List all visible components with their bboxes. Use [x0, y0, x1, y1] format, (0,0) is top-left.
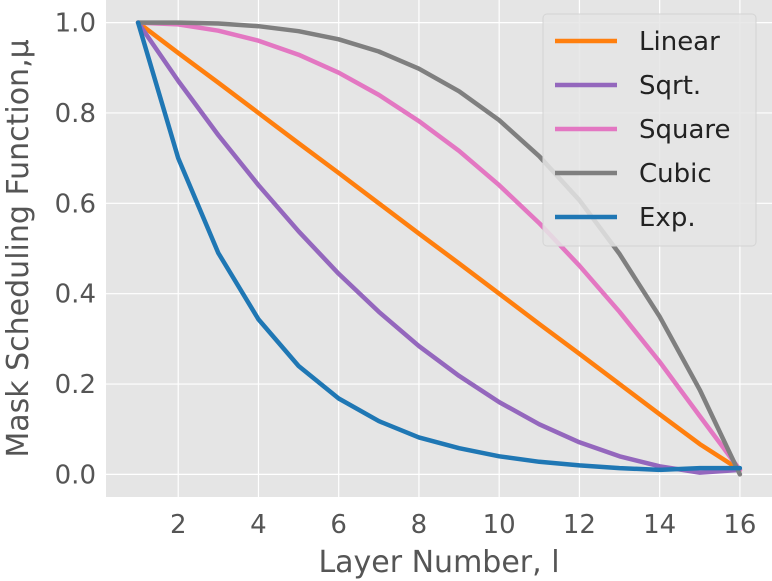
- y-tick-label: 0.4: [55, 280, 96, 310]
- legend-label: Exp.: [639, 203, 696, 233]
- x-tick-label: 2: [170, 510, 187, 540]
- x-tick-label: 6: [330, 510, 347, 540]
- legend-label: Sqrt.: [639, 71, 701, 101]
- series-line-exp: [135, 20, 743, 473]
- x-tick-label: 10: [483, 510, 516, 540]
- legend-label: Square: [639, 115, 731, 145]
- series-line-square: [135, 20, 743, 473]
- x-tick-label: 16: [723, 510, 756, 540]
- series-line-linear: [135, 20, 743, 473]
- legend-box: [542, 13, 757, 247]
- y-tick-label: 0.8: [55, 99, 96, 129]
- y-tick-label: 0.0: [55, 460, 96, 490]
- x-tick-label: 8: [411, 510, 428, 540]
- legend-label: Linear: [639, 27, 720, 57]
- x-tick-label: 14: [643, 510, 676, 540]
- x-tick-label: 4: [250, 510, 267, 540]
- legend-label: Cubic: [639, 159, 712, 189]
- x-tick-label: 12: [563, 510, 596, 540]
- x-axis-label: Layer Number, l: [318, 545, 559, 580]
- series-line-sqrt: [135, 20, 743, 475]
- series-line-cubic: [135, 20, 743, 477]
- series-lines: [135, 20, 743, 477]
- y-axis-label: Mask Scheduling Function,μ: [1, 39, 36, 457]
- y-tick-label: 0.6: [55, 189, 96, 219]
- y-tick-label: 0.2: [55, 370, 96, 400]
- y-tick-label: 1.0: [55, 9, 96, 39]
- legend: Linear Sqrt. Square Cubic Exp.: [542, 13, 757, 247]
- x-tick-labels: 2 4 6 8 10 12 14 16: [170, 510, 757, 540]
- y-tick-labels: 0.0 0.2 0.4 0.6 0.8 1.0: [55, 9, 96, 491]
